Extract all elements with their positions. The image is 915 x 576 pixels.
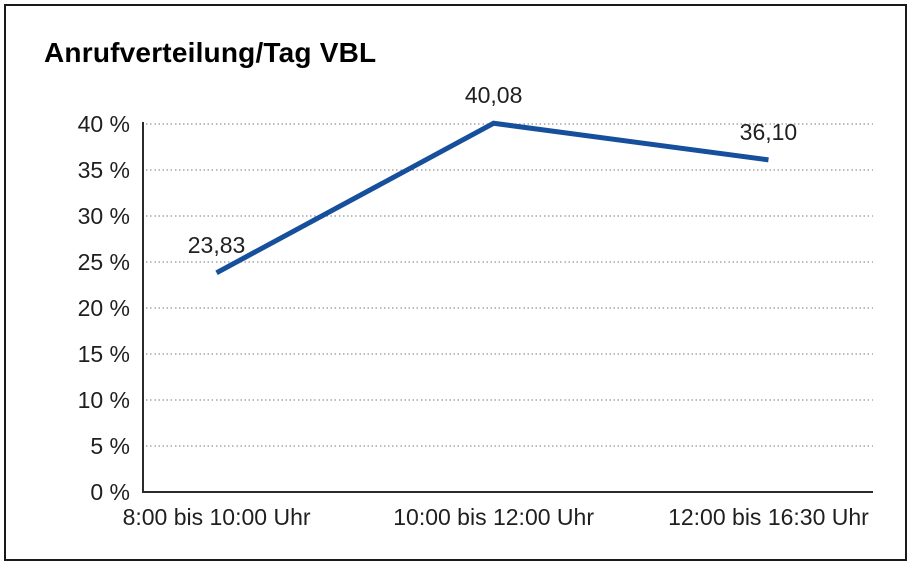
y-tick-label: 25 % (77, 249, 130, 275)
x-axis-label: 12:00 bis 16:30 Uhr (668, 504, 869, 530)
data-label: 40,08 (464, 82, 523, 109)
y-tick-label: 20 % (77, 295, 130, 321)
y-tick-label: 5 % (90, 433, 130, 459)
x-axis-label: 10:00 bis 12:00 Uhr (393, 504, 594, 530)
series-line (215, 120, 769, 275)
chart-title: Anrufverteilung/Tag VBL (44, 37, 377, 68)
chart-frame: Anrufverteilung/Tag VBL (4, 4, 907, 561)
y-tick-label: 10 % (77, 387, 130, 413)
x-axis-label: 8:00 bis 10:00 Uhr (122, 504, 311, 530)
y-tick-label: 15 % (77, 341, 130, 367)
y-tick-label: 0 % (90, 479, 130, 505)
y-tick-label: 35 % (77, 157, 130, 183)
data-label: 23,83 (187, 231, 246, 258)
y-tick-label: 40 % (77, 111, 130, 137)
data-label: 36,10 (739, 118, 798, 145)
y-tick-label: 30 % (77, 203, 130, 229)
